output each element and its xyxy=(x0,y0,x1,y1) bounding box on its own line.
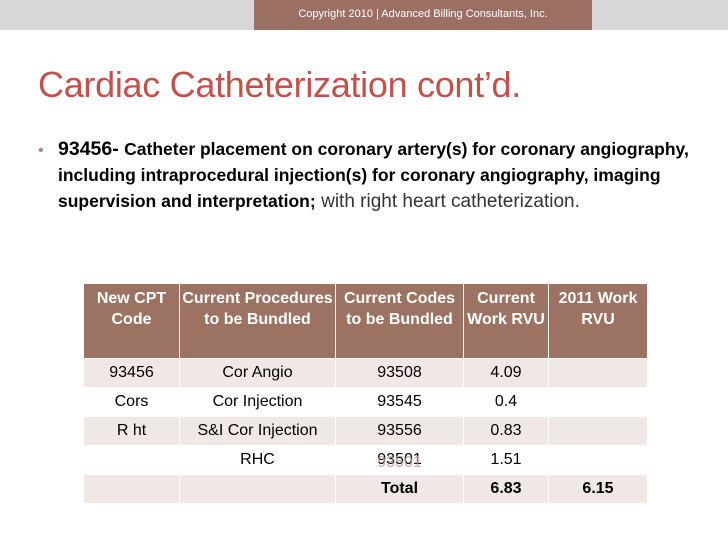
header-cell: Current Work RVU xyxy=(463,284,549,359)
total-2011-rvu: 6.15 xyxy=(548,474,648,504)
table-cell: Cor Angio xyxy=(179,358,336,388)
table-cell: 4.09 xyxy=(463,358,549,388)
table-row: RHC 93501 1.51 xyxy=(84,445,648,475)
table-cell: Cors xyxy=(84,387,180,417)
bullet-marker: • xyxy=(38,142,44,159)
table-cell: RHC xyxy=(179,445,336,475)
table-row: Cors Cor Injection 93545 0.4 xyxy=(84,387,648,417)
header-cell: Current Codes to be Bundled xyxy=(335,284,464,359)
header-cell: New CPT Code xyxy=(84,284,180,359)
table-cell xyxy=(548,445,648,475)
table-cell xyxy=(548,387,648,417)
header-cell: 2011 Work RVU xyxy=(548,284,648,359)
total-row: Total 6.83 6.15 xyxy=(84,474,648,504)
copyright-banner xyxy=(254,0,592,30)
table-cell: S&I Cor Injection xyxy=(179,416,336,446)
table-cell: 93508 xyxy=(335,358,464,388)
header-cell: Current Procedures to be Bundled xyxy=(179,284,336,359)
table-cell xyxy=(548,416,648,446)
table-cell: Cor Injection xyxy=(179,387,336,417)
table-cell: 93456 xyxy=(84,358,180,388)
overlapping-code-text: 93501 xyxy=(377,451,422,472)
cpt-description-tail: with right heart catheterization. xyxy=(321,191,580,212)
total-label: Total xyxy=(335,474,464,504)
copyright-text: Copyright 2010 | Advanced Billing Consul… xyxy=(298,8,548,20)
table-cell: 93545 xyxy=(335,387,464,417)
table-cell xyxy=(84,445,180,475)
table-cell xyxy=(548,358,648,388)
cpt-description: Catheter placement on coronary artery(s)… xyxy=(58,139,689,211)
table-header-row: New CPT Code Current Procedures to be Bu… xyxy=(84,284,648,359)
table-cell xyxy=(179,474,336,504)
table-cell: R ht xyxy=(84,416,180,446)
table-cell: 93501 xyxy=(335,445,464,475)
cpt-code: 93456- xyxy=(58,138,119,160)
total-current-rvu: 6.83 xyxy=(463,474,549,504)
table-cell: 0.83 xyxy=(463,416,549,446)
table-cell: 93556 xyxy=(335,416,464,446)
bullet-text: 93456- Catheter placement on coronary ar… xyxy=(58,136,698,215)
top-banner xyxy=(0,0,728,30)
table-cell xyxy=(84,474,180,504)
slide-title: Cardiac Catheterization cont’d. xyxy=(38,64,521,105)
bundling-table: New CPT Code Current Procedures to be Bu… xyxy=(84,284,648,504)
table-cell: 0.4 xyxy=(463,387,549,417)
table-row: 93456 Cor Angio 93508 4.09 xyxy=(84,358,648,388)
table-cell: 1.51 xyxy=(463,445,549,475)
table-row: R ht S&I Cor Injection 93556 0.83 xyxy=(84,416,648,446)
